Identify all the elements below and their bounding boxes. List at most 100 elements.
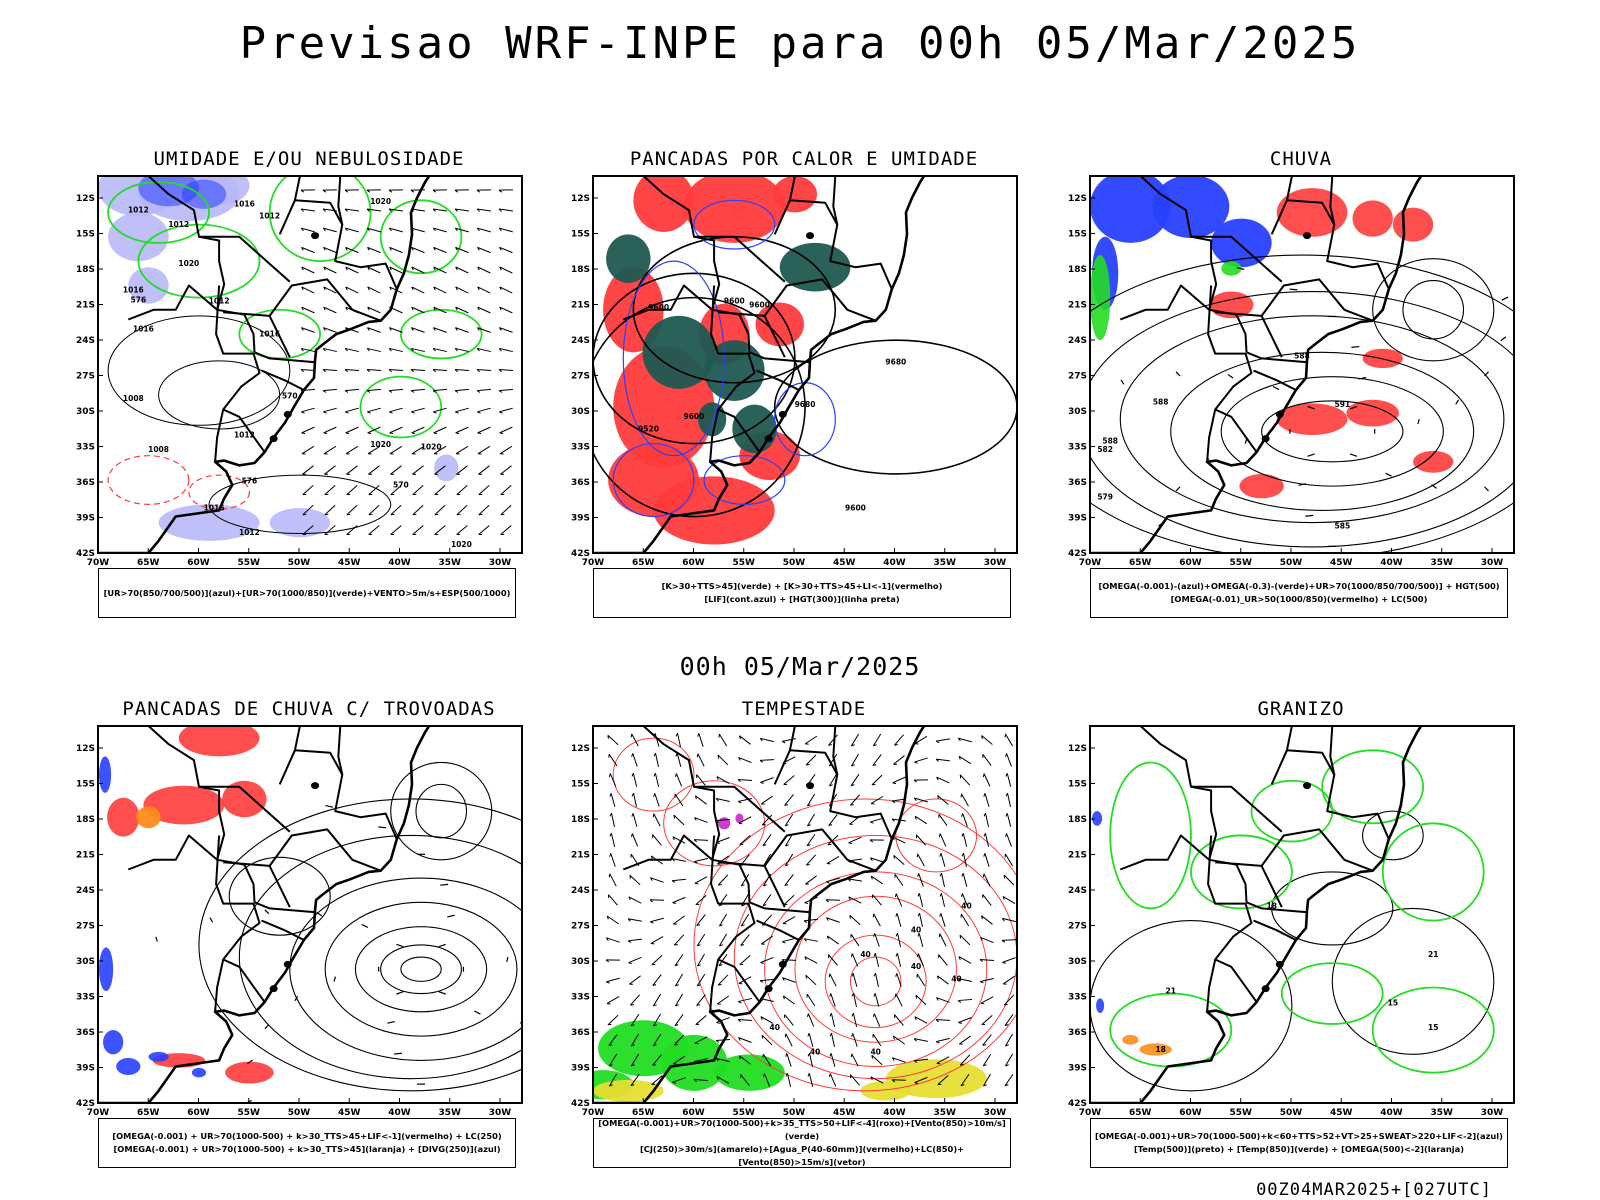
lat-tick-label: 21S — [571, 301, 590, 311]
lon-tick-label: 70W — [1079, 1108, 1102, 1118]
wind-vector — [500, 465, 512, 475]
streamline-arrow — [1298, 483, 1307, 486]
contour-line — [1371, 986, 1495, 1074]
legend-line: [OMEGA(-0.001) + UR>70(1000-500) + k>30_… — [113, 1144, 501, 1154]
contour-line — [324, 901, 518, 1037]
streamline-arrow — [440, 883, 449, 886]
wind-vector — [869, 839, 885, 843]
contour-label: 15 — [1428, 1023, 1438, 1032]
wind-vector — [322, 388, 338, 393]
wind-vector — [891, 1079, 907, 1083]
wind-vector — [979, 958, 995, 963]
wind-vector — [368, 525, 380, 536]
contour-line — [1381, 822, 1485, 922]
contour-label: 9600 — [724, 297, 745, 306]
political-border — [773, 199, 893, 290]
political-border — [718, 278, 877, 322]
wind-vector — [803, 938, 818, 942]
wind-vector — [651, 954, 663, 966]
contour-line — [107, 181, 210, 244]
lake-marker — [269, 435, 278, 443]
contour-label: 1012 — [259, 212, 280, 221]
wind-vector — [961, 873, 968, 887]
wind-vector — [410, 327, 425, 333]
wind-vector — [630, 1074, 640, 1087]
political-border — [1246, 351, 1307, 364]
field-red — [772, 176, 818, 213]
field-blue — [148, 1051, 169, 1062]
wind-vector — [939, 872, 946, 887]
wind-vector — [367, 266, 381, 274]
wind-vector — [498, 227, 513, 233]
streamline-arrow — [438, 943, 446, 948]
lake-marker — [1261, 985, 1270, 993]
map-plot: 9600 9600 9600 9680 9680 9600 9520 9600 12S 15S 18… — [571, 175, 1018, 568]
legend-line: [Temp(500)](preto) + [Temp(850)](verde) … — [1133, 1144, 1465, 1154]
wind-vector — [367, 445, 381, 455]
wind-vector — [455, 266, 469, 274]
political-border — [215, 285, 266, 453]
political-border — [254, 901, 315, 914]
panel-title: GRANIZO — [1257, 698, 1345, 720]
wind-vector — [455, 246, 469, 254]
panel-title: PANCADAS POR CALOR E UMIDADE — [629, 148, 979, 170]
wind-vector — [894, 734, 904, 746]
wind-vector — [784, 794, 794, 806]
lat-tick-label: 39S — [1068, 1064, 1087, 1074]
lon-tick-label: 35W — [1431, 1108, 1454, 1118]
wind-vector — [627, 918, 642, 922]
contour-label: 15 — [1388, 999, 1398, 1008]
lon-tick-label: 50W — [1280, 1108, 1303, 1118]
wind-vector — [935, 738, 950, 744]
streamline-arrow — [333, 976, 337, 982]
streamline-arrow — [1305, 514, 1314, 517]
wind-vector — [672, 836, 686, 844]
wind-vector — [652, 993, 662, 1007]
contour-line — [359, 375, 443, 439]
contour-label: 21 — [1166, 987, 1176, 996]
wind-vector — [456, 465, 468, 475]
wind-vector — [917, 912, 923, 927]
wind-vector — [870, 875, 884, 885]
wind-vector — [873, 952, 880, 967]
wind-vector — [672, 1077, 686, 1084]
lake-marker — [1303, 782, 1312, 790]
wind-vector — [499, 246, 513, 254]
wind-vector — [718, 933, 728, 947]
political-border — [199, 785, 291, 833]
political-border — [1207, 285, 1258, 453]
wind-vector — [783, 775, 795, 786]
wind-vector — [652, 974, 662, 987]
contour-label: 40 — [911, 962, 921, 971]
wind-vector — [499, 445, 513, 455]
political-border — [832, 176, 839, 225]
political-border — [1260, 315, 1283, 358]
contour-line — [693, 798, 1017, 1092]
wind-vector — [1002, 896, 1016, 904]
lake-marker — [778, 960, 787, 968]
wind-vector — [388, 388, 404, 393]
wind-vector — [498, 189, 514, 193]
political-border — [1329, 176, 1336, 225]
panel-title: TEMPESTADE — [741, 698, 867, 720]
field-red — [222, 780, 267, 818]
wind-vector — [939, 853, 946, 867]
contour-label: 40 — [911, 926, 921, 935]
coastline — [1090, 176, 1423, 553]
wind-vector — [346, 525, 358, 536]
map-plot: 58859158858257958858512S15S18S21S24S27S3… — [1068, 175, 1515, 568]
wind-vector — [345, 286, 359, 294]
wind-vector — [696, 933, 706, 947]
political-border — [108, 176, 256, 353]
political-border — [1191, 235, 1283, 283]
lat-tick-label: 21S — [571, 851, 590, 861]
lon-tick-label: 60W — [1179, 558, 1202, 568]
wind-vector — [718, 733, 728, 747]
wind-vector — [873, 993, 880, 1007]
political-border — [223, 828, 382, 872]
wind-vector — [412, 504, 424, 516]
wind-vector — [345, 246, 359, 254]
contour-label: 588 — [1153, 398, 1169, 407]
wind-vector — [300, 227, 315, 233]
political-border — [788, 726, 796, 751]
